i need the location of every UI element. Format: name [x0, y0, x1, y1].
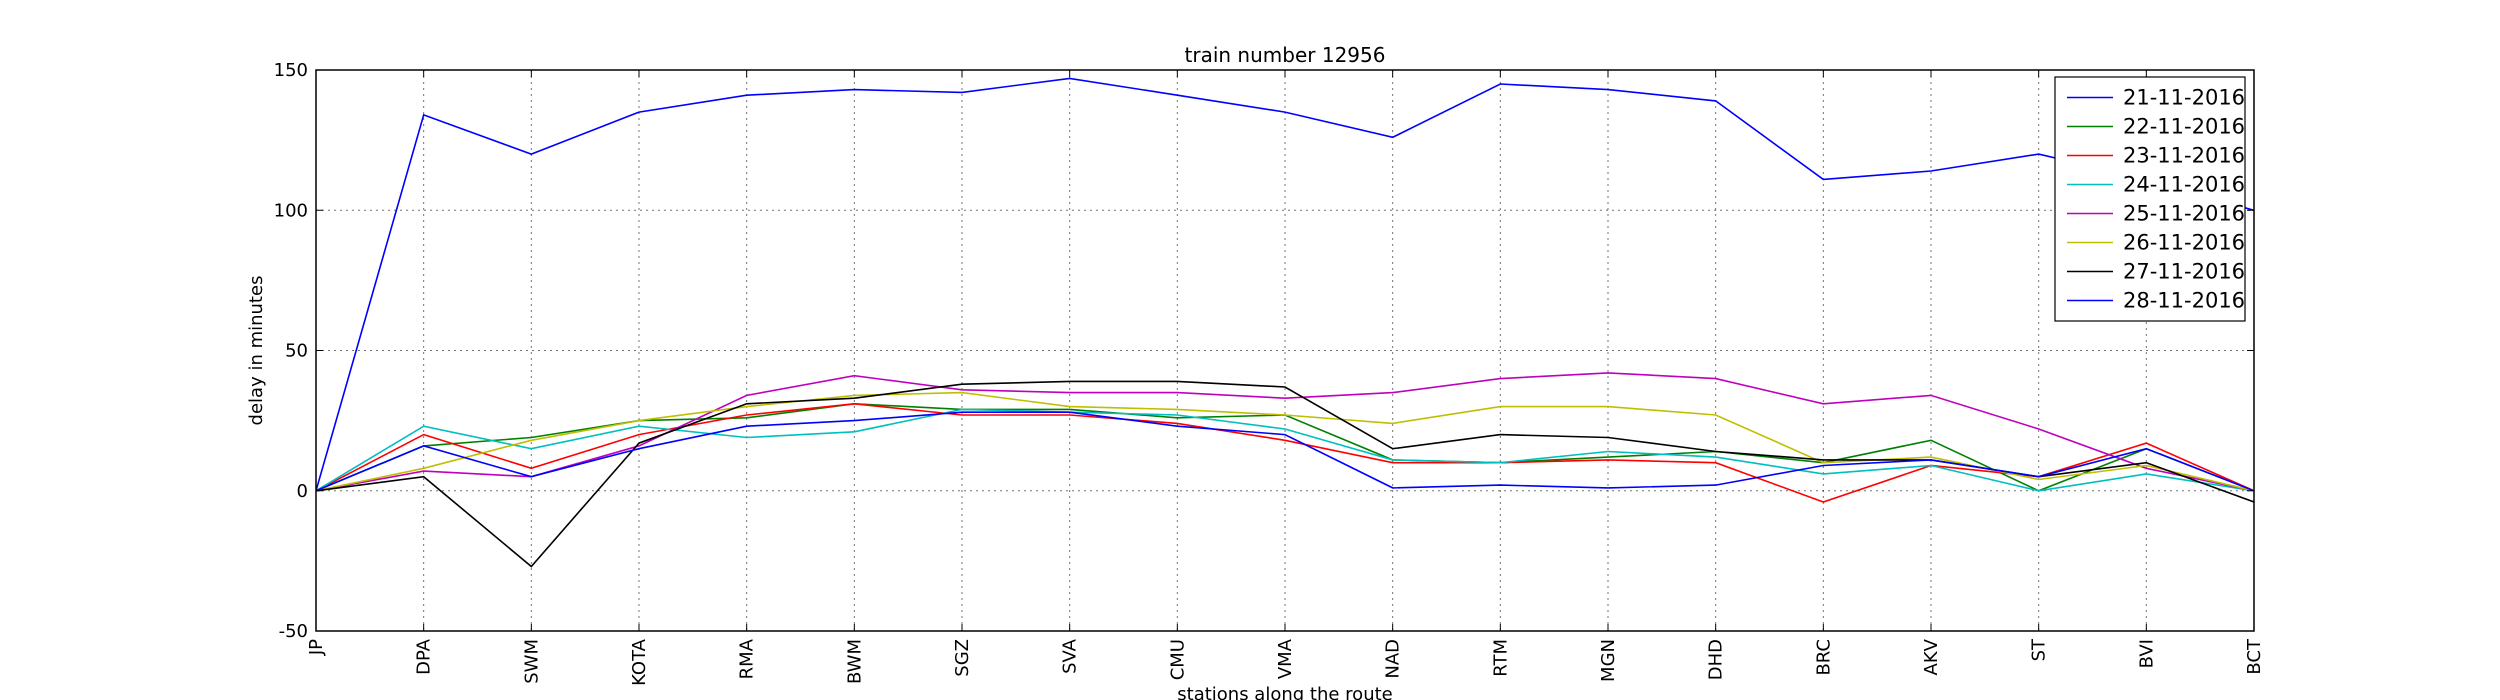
legend-entry: 28-11-2016 [2123, 289, 2245, 313]
x-tick-label: BVI [2136, 639, 2157, 668]
x-tick-label: SWM [521, 639, 542, 684]
legend-entry: 24-11-2016 [2123, 173, 2245, 197]
x-tick-label: RTM [1490, 639, 1511, 677]
x-tick-label: RMA [737, 638, 758, 679]
x-tick-label: JP [306, 639, 327, 656]
chart-title: train number 12956 [1185, 43, 1386, 67]
x-tick-label: AKV [1921, 638, 1942, 675]
x-tick-label: DHD [1706, 639, 1727, 680]
y-axis-label: delay in minutes [246, 276, 267, 426]
series-lines [316, 77, 2254, 568]
x-tick-label: SVA [1060, 638, 1081, 674]
x-tick-label: VMA [1275, 638, 1296, 679]
x-tick-label: SGZ [952, 639, 973, 677]
y-tick-label: 0 [297, 481, 308, 502]
series-line-25-11-2016 [316, 372, 2254, 492]
legend: 21-11-2016 22-11-2016 23-11-2016 24-11-2016… [2054, 76, 2246, 322]
x-tick-label: NAD [1383, 639, 1404, 679]
series-line-28-11-2016 [316, 411, 2254, 492]
legend-entry: 23-11-2016 [2123, 144, 2245, 168]
y-tick-label: -50 [279, 621, 308, 642]
legend-entry: 25-11-2016 [2123, 202, 2245, 226]
series-line-21-11-2016 [316, 77, 2254, 492]
x-tick-label: MGN [1598, 639, 1619, 682]
x-axis-label: stations along the route [1177, 684, 1392, 700]
y-tick-label: 100 [274, 200, 308, 221]
y-tick-label: 150 [274, 60, 308, 81]
ticks: JP DPA SWM KOTA RMA BWM SGZ SVA CMU VMA NAD RTM MGN D… [274, 60, 2265, 686]
series-line-24-11-2016 [316, 408, 2254, 492]
x-tick-label: BCT [2244, 638, 2265, 675]
legend-entry: 21-11-2016 [2123, 86, 2245, 110]
x-tick-label: KOTA [629, 638, 650, 686]
y-tick-label: 50 [285, 341, 308, 362]
x-tick-label: BWM [844, 639, 865, 684]
series-line-26-11-2016 [316, 391, 2254, 492]
legend-entry: 27-11-2016 [2123, 260, 2245, 284]
x-tick-label: DPA [414, 638, 435, 675]
x-tick-label: CMU [1167, 639, 1188, 680]
x-tick-label: BRC [1813, 639, 1834, 676]
legend-entry: 22-11-2016 [2123, 115, 2245, 139]
x-tick-label: ST [2029, 638, 2050, 661]
legend-entry: 26-11-2016 [2123, 231, 2245, 255]
legend-box [2054, 76, 2246, 322]
